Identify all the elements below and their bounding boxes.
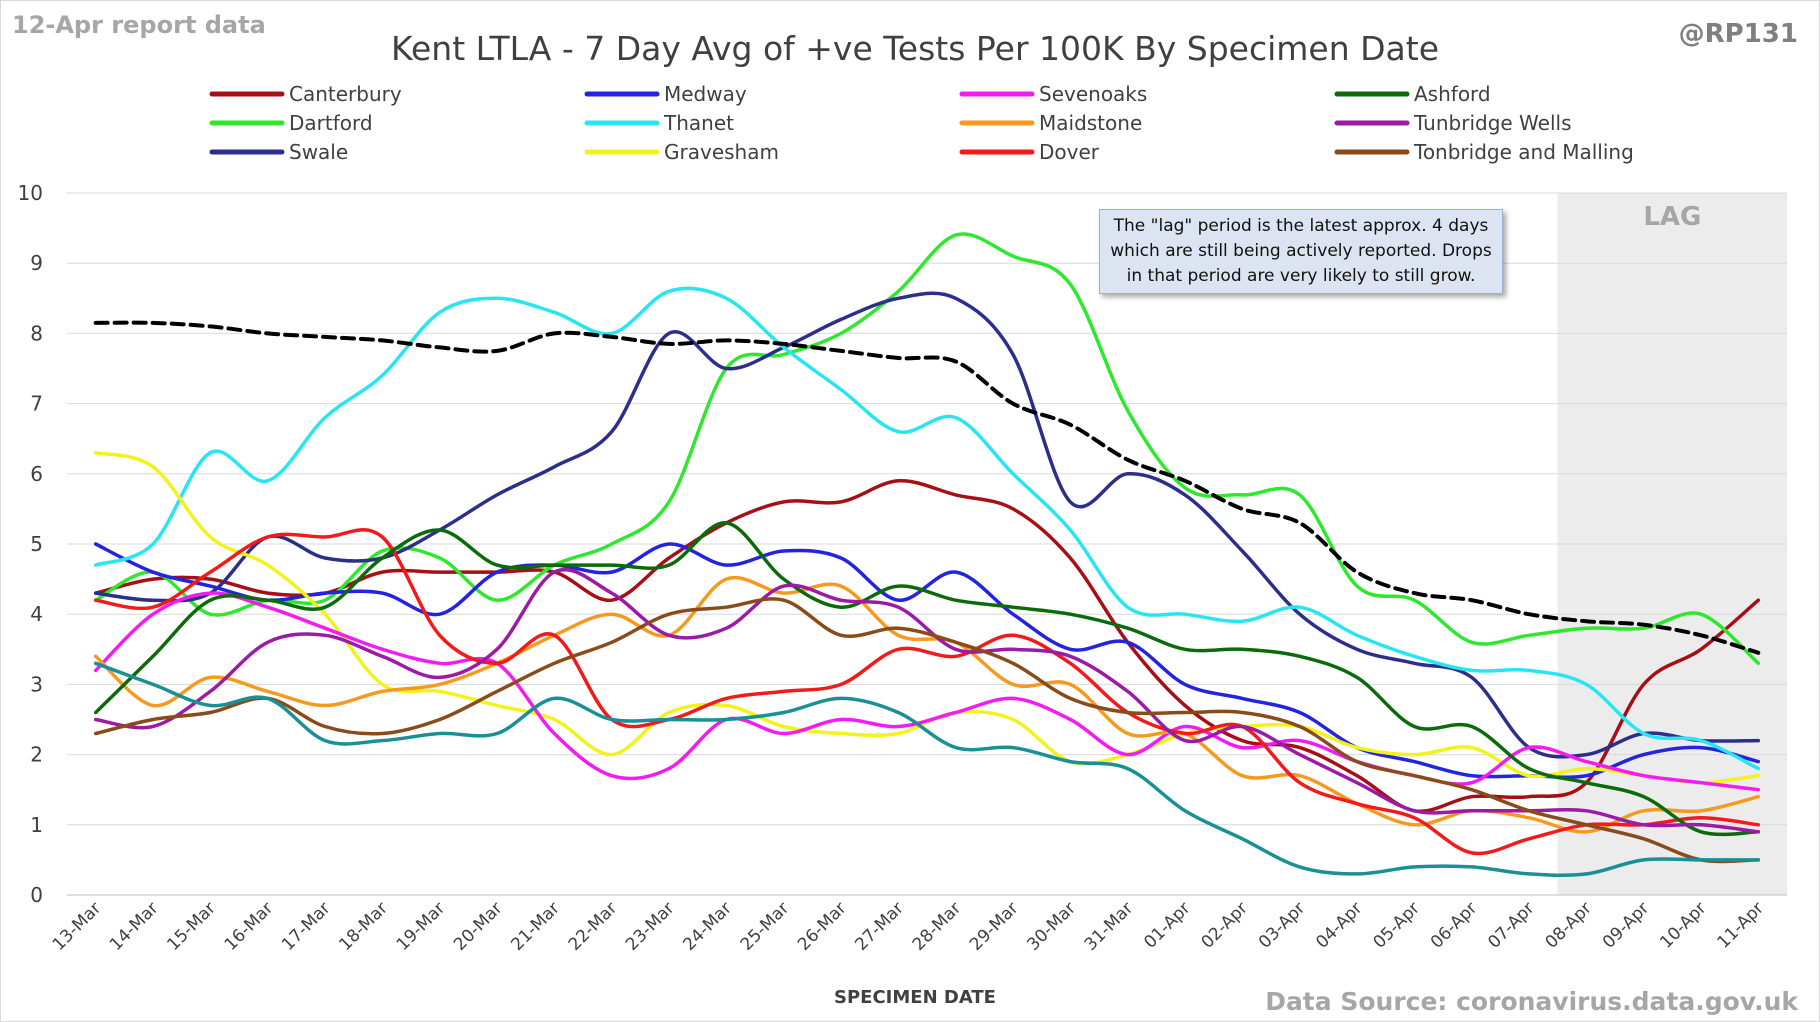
series-line-ashford — [93, 521, 1761, 837]
legend-label: Swale — [289, 140, 348, 164]
y-tick-label: 10 — [18, 181, 43, 205]
y-tick-label: 6 — [30, 462, 43, 486]
legend-label: Canterbury — [289, 82, 402, 106]
legend-label: Gravesham — [664, 140, 779, 164]
legend-label: Sevenoaks — [1039, 82, 1147, 106]
handle-label: @RP131 — [1679, 19, 1798, 49]
y-tick-label: 1 — [30, 813, 43, 837]
gridlines — [67, 192, 1787, 896]
series-line-canterbury — [93, 479, 1761, 814]
legend-label: Medway — [664, 82, 747, 106]
legend-label: Dartford — [289, 111, 373, 135]
lag-label: LAG — [1643, 202, 1701, 232]
lag-note: The "lag" period is the latest approx. 4… — [1099, 209, 1503, 294]
y-tick-label: 0 — [30, 883, 43, 907]
y-tick-label: 4 — [30, 602, 43, 626]
series-line-unlabeled — [93, 661, 1761, 878]
report-label: 12-Apr report data — [12, 11, 266, 39]
y-tick-label: 3 — [30, 672, 43, 696]
source-label: Data Source: coronavirus.data.gov.uk — [1265, 987, 1799, 1016]
y-axis-ticks: 0 1 2 3 4 5 6 7 8 9 10 — [18, 181, 43, 907]
legend-label: Maidstone — [1039, 111, 1142, 135]
series-line-tunbridge-wells — [93, 568, 1761, 834]
series-line-medway — [93, 542, 1761, 779]
y-tick-label: 7 — [30, 392, 43, 416]
y-tick-label: 5 — [30, 532, 43, 556]
y-tick-label: 8 — [30, 321, 43, 345]
legend-label: Dover — [1039, 140, 1100, 164]
series-line-gravesham — [93, 450, 1761, 785]
y-tick-label: 9 — [30, 251, 43, 275]
legend-label: Tunbridge Wells — [1413, 111, 1572, 135]
series-line-dartford — [93, 232, 1761, 666]
legend-label: Thanet — [663, 111, 734, 135]
x-axis-label: SPECIMEN DATE — [834, 987, 996, 1008]
legend-label: Ashford — [1414, 82, 1491, 106]
legend: Canterbury Dartford Swale Medway Thanet Grave… — [209, 82, 1634, 164]
series-line-thanet — [93, 286, 1761, 771]
series-line-dover — [93, 527, 1761, 856]
y-tick-label: 2 — [30, 743, 43, 767]
series-line-kent-average — [93, 320, 1761, 655]
series-lines — [93, 232, 1761, 878]
legend-label: Tonbridge and Malling — [1413, 140, 1634, 164]
series-line-tonbridge-and-malling — [93, 597, 1761, 864]
chart-title: Kent LTLA - 7 Day Avg of +ve Tests Per 1… — [391, 29, 1439, 68]
